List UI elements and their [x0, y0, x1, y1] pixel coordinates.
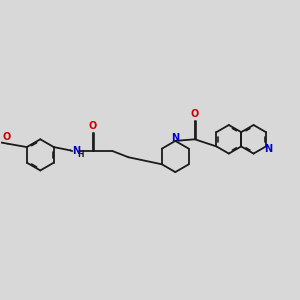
Text: O: O	[3, 132, 11, 142]
Text: N: N	[171, 133, 179, 143]
Text: N: N	[72, 146, 80, 156]
Text: H: H	[77, 150, 84, 159]
Text: O: O	[89, 121, 97, 131]
Text: O: O	[190, 109, 199, 119]
Text: N: N	[264, 144, 272, 154]
